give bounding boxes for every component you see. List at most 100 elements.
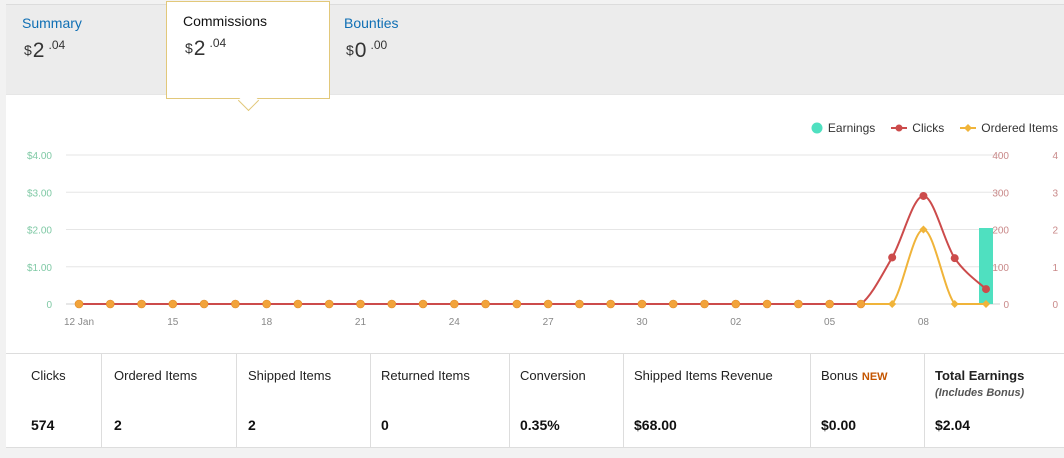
- zero-value-point: [512, 299, 522, 309]
- left-axis-tick-label: $1.00: [27, 263, 52, 274]
- x-axis-tick-label: 05: [824, 317, 836, 328]
- right-axis-tick-label: 0: [1003, 300, 1009, 311]
- x-axis-tick-label: 30: [636, 317, 648, 328]
- zero-value-point: [199, 299, 209, 309]
- zero-value-point: [450, 299, 459, 309]
- stat-clicks: Clicks 574: [6, 354, 102, 447]
- stat-total-earnings-sublabel: (Includes Bonus): [935, 387, 1025, 399]
- left-axis-tick-label: $2.00: [27, 226, 52, 237]
- stat-returned-items-value: 0: [381, 417, 389, 433]
- zero-value-point: [637, 299, 647, 309]
- zero-value-point: [762, 299, 772, 309]
- zero-value-point: [543, 299, 553, 309]
- stat-total-earnings: Total Earnings (Includes Bonus) $2.04: [925, 354, 1064, 447]
- zero-value-point: [324, 299, 334, 309]
- clicks-point: [950, 254, 959, 263]
- tab-commissions-amount: $2.04: [185, 36, 227, 60]
- zero-value-point: [168, 299, 178, 309]
- stat-conversion-value: 0.35%: [520, 417, 560, 433]
- zero-value-point: [481, 299, 490, 309]
- x-axis-tick-label: 21: [355, 317, 367, 328]
- zero-value-point: [575, 299, 584, 309]
- stat-shipped-revenue: Shipped Items Revenue $68.00: [624, 354, 811, 447]
- stat-shipped-items-label: Shipped Items: [248, 368, 332, 383]
- tab-commissions-label: Commissions: [183, 13, 268, 29]
- new-badge: NEW: [861, 371, 888, 383]
- stats-row: Clicks 574 Ordered Items 2 Shipped Items…: [6, 353, 1064, 448]
- stat-total-earnings-label: Total Earnings: [935, 368, 1025, 383]
- legend-clicks-label: Clicks: [912, 121, 945, 135]
- stat-returned-items: Returned Items 0: [371, 354, 510, 447]
- stat-shipped-items: Shipped Items 2: [237, 354, 371, 447]
- tab-summary[interactable]: Summary $2.04: [6, 5, 166, 95]
- stat-bonus-value: $0.00: [821, 417, 857, 433]
- stat-bonus-label: Bonus NEW: [821, 368, 888, 383]
- legend-clicks[interactable]: Clicks: [891, 121, 944, 135]
- right-axis2-tick-label: 3: [1052, 188, 1058, 199]
- tab-bounties-label: Bounties: [344, 15, 399, 31]
- zero-value-point: [668, 299, 678, 309]
- left-axis-tick-label: $4.00: [27, 151, 52, 162]
- stat-returned-items-label: Returned Items: [381, 368, 470, 383]
- x-axis-tick-label: 15: [167, 317, 179, 328]
- x-axis-tick-label: 02: [730, 317, 742, 328]
- right-axis-tick-label: 400: [992, 151, 1009, 162]
- right-axis-tick-label: 300: [992, 188, 1009, 199]
- chart-panel: Earnings Clicks Ordered Items $4.00 400 4 $…: [6, 94, 1064, 353]
- zero-value-point: [262, 299, 271, 309]
- x-axis-tick-label: 24: [449, 317, 461, 328]
- tab-bounties[interactable]: Bounties $0.00: [328, 5, 488, 95]
- tab-summary-amount: $2.04: [24, 38, 66, 62]
- clicks-swatch-icon: [891, 124, 908, 132]
- right-axis2-tick-label: 2: [1052, 226, 1058, 237]
- stat-shipped-revenue-label: Shipped Items Revenue: [634, 368, 773, 383]
- zero-value-point: [856, 299, 866, 309]
- stat-total-earnings-value: $2.04: [935, 417, 971, 433]
- ordered-items-point: [888, 300, 897, 308]
- right-axis2-tick-label: 0: [1052, 300, 1058, 311]
- tab-summary-label: Summary: [22, 15, 82, 31]
- right-axis2-tick-label: 1: [1052, 263, 1058, 274]
- stat-ordered-items-value: 2: [114, 417, 122, 433]
- right-axis-tick-label: 200: [992, 226, 1009, 237]
- zero-value-point: [606, 299, 615, 309]
- legend-earnings[interactable]: Earnings: [811, 121, 875, 135]
- x-axis-tick-label: 27: [543, 317, 555, 328]
- ordered-items-point: [950, 300, 959, 308]
- zero-value-point: [105, 299, 115, 309]
- legend-ordered-items-label: Ordered Items: [981, 121, 1058, 135]
- ordered-items-swatch-icon: [960, 124, 977, 132]
- legend-ordered-items[interactable]: Ordered Items: [960, 121, 1058, 135]
- earnings-tabs: Summary $2.04 Commissions $2.04 Bounties…: [6, 1, 1064, 112]
- stat-shipped-items-value: 2: [248, 417, 256, 433]
- clicks-point: [888, 253, 897, 262]
- tab-bounties-amount: $0.00: [346, 38, 388, 62]
- earnings-swatch-icon: [811, 122, 823, 134]
- stat-ordered-items-label: Ordered Items: [114, 368, 198, 383]
- clicks-line: [79, 194, 987, 305]
- stat-ordered-items: Ordered Items 2: [102, 354, 237, 447]
- zero-value-point: [418, 299, 428, 309]
- x-axis-tick-label: 18: [261, 317, 273, 328]
- zero-value-point: [794, 299, 803, 309]
- zero-value-point: [825, 299, 834, 309]
- ordered-items-point: [919, 225, 928, 234]
- stat-bonus: Bonus NEW $0.00: [811, 354, 925, 447]
- zero-value-point: [293, 299, 303, 309]
- x-axis-tick-label: 08: [918, 317, 930, 328]
- zero-value-point: [731, 299, 741, 309]
- stat-clicks-label: Clicks: [31, 368, 66, 383]
- zero-value-point: [700, 299, 709, 309]
- zero-value-point: [387, 299, 397, 309]
- zero-value-point: [74, 299, 84, 309]
- stat-conversion-label: Conversion: [520, 368, 586, 383]
- zero-value-point: [231, 299, 240, 309]
- left-axis-tick-label: 0: [46, 300, 52, 311]
- left-axis-tick-label: $3.00: [27, 188, 52, 199]
- tab-commissions[interactable]: Commissions $2.04: [166, 1, 330, 112]
- clicks-point: [919, 191, 928, 200]
- earnings-chart: $4.00 400 4$3.00 300 3$2.00 200 2$1.00 100 10 0 01…: [27, 151, 1058, 328]
- right-axis2-tick-label: 4: [1052, 151, 1058, 162]
- x-axis-tick-label: 12 Jan: [64, 317, 94, 328]
- zero-value-point: [356, 299, 365, 309]
